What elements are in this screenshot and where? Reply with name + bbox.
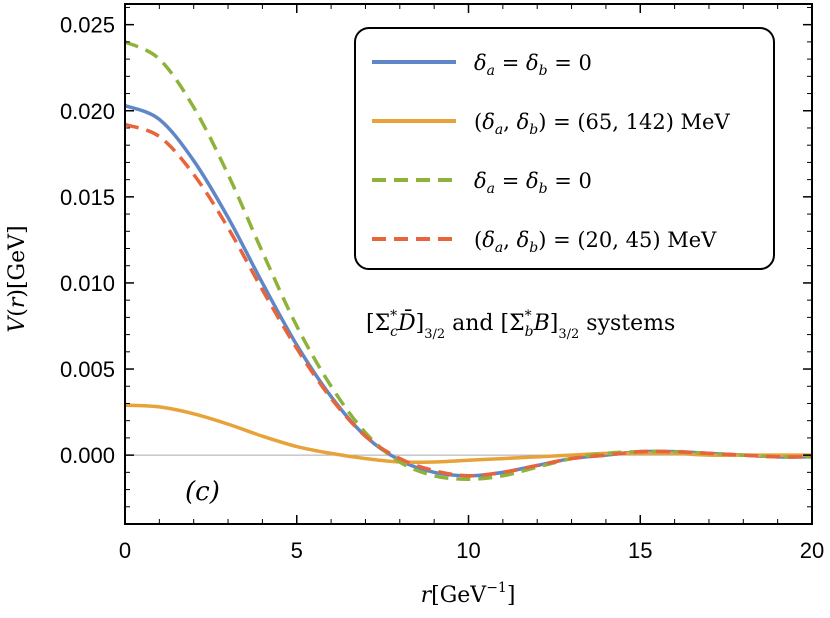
systems-annotation: [Σ* cD̄]3/2 and [Σ* bB]3/2 systems	[366, 308, 675, 342]
y-tick-label: 0.020	[60, 99, 115, 124]
y-tick-label: 0.005	[60, 357, 115, 382]
plot-area	[124, 40, 813, 481]
ticks: 0 5 10 15 20 0.000 0.005 0.010 0.015 0.020 0.025	[60, 4, 824, 563]
panel-label: (c)	[185, 477, 220, 507]
y-tick-label: 0.015	[60, 185, 115, 210]
x-tick-label: 15	[628, 538, 652, 563]
y-axis-label: V(r)[GeV]	[5, 225, 30, 332]
y-tick-label: 0.010	[60, 271, 115, 296]
legend: δa = δb = 0 (δa, δb) = (65, 142) MeV δa …	[354, 27, 775, 270]
y-tick-label: 0.025	[60, 13, 115, 38]
legend-label-1: (δa, δb) = (65, 142) MeV	[474, 110, 730, 138]
series-line-1	[124, 403, 812, 465]
series-line-3	[124, 122, 813, 478]
series-line-2	[124, 40, 813, 481]
legend-label-0: δa = δb = 0	[474, 51, 592, 79]
x-tick-label: 0	[119, 538, 131, 563]
x-tick-label: 10	[456, 538, 480, 563]
x-axis-label: r[GeV−1]	[421, 580, 516, 608]
x-tick-label: 20	[800, 538, 824, 563]
legend-label-2: δa = δb = 0	[474, 169, 592, 197]
legend-label-3: (δa, δb) = (20, 45) MeV	[474, 228, 717, 256]
x-tick-label: 5	[291, 538, 303, 563]
legend-frame	[354, 27, 775, 270]
y-tick-label: 0.000	[60, 443, 115, 468]
